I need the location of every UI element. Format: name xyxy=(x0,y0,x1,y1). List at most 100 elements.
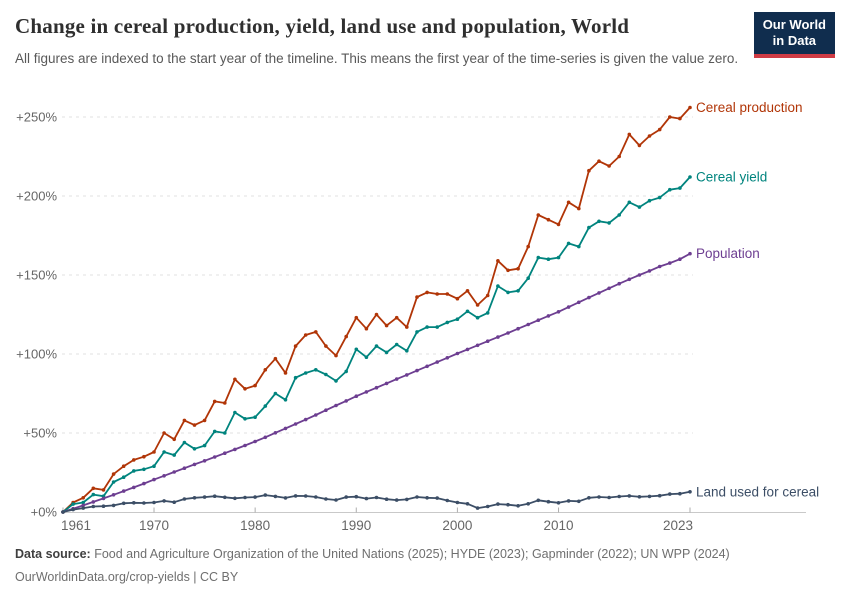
y-axis-tick-label: +50% xyxy=(23,426,57,441)
chart-header: Change in cereal production, yield, land… xyxy=(15,12,835,69)
series-point xyxy=(394,342,399,347)
series-point xyxy=(627,132,632,137)
series-point xyxy=(668,187,672,192)
series-point xyxy=(172,500,176,505)
series-point xyxy=(334,353,338,358)
series-point xyxy=(253,383,257,388)
series-point xyxy=(647,494,652,499)
series-point xyxy=(303,333,308,337)
y-axis-tick-label: +0% xyxy=(31,505,58,520)
series-point xyxy=(293,494,298,498)
series-point xyxy=(657,195,662,200)
series-point xyxy=(688,251,692,256)
series-point xyxy=(172,470,176,474)
series-point xyxy=(344,399,349,403)
series-point xyxy=(587,168,591,173)
series-point xyxy=(162,431,166,435)
series-point xyxy=(233,410,237,415)
x-axis-tick-label: 2023 xyxy=(663,518,693,533)
series-point xyxy=(132,469,136,473)
series-point xyxy=(526,244,530,249)
x-axis-tick-label: 2000 xyxy=(442,518,472,533)
series-point xyxy=(556,255,561,260)
series-point xyxy=(415,495,419,499)
series-point xyxy=(607,286,611,291)
series-point xyxy=(81,500,85,505)
series-point xyxy=(253,415,257,420)
owid-logo-line1: Our World xyxy=(762,17,826,32)
series-point xyxy=(334,498,338,502)
series-point xyxy=(516,504,520,508)
series-point xyxy=(182,497,187,501)
series-point xyxy=(182,440,187,445)
series-point xyxy=(152,500,156,505)
series-point xyxy=(607,495,611,500)
series-point xyxy=(81,496,85,500)
series-cereal-production: Cereal production xyxy=(61,100,803,514)
series-point xyxy=(526,502,530,506)
series-point xyxy=(223,431,227,435)
series-point xyxy=(283,398,288,402)
series-point xyxy=(253,495,257,499)
series-point xyxy=(283,426,288,431)
series-point xyxy=(101,488,106,492)
series-point xyxy=(303,371,308,375)
series-point xyxy=(101,504,106,509)
series-point xyxy=(303,494,308,498)
series-point xyxy=(91,486,96,491)
series-point xyxy=(637,205,642,209)
data-source-text: Food and Agriculture Organization of the… xyxy=(90,547,730,561)
series-point xyxy=(445,356,450,360)
series-point xyxy=(668,492,672,496)
series-point xyxy=(465,289,470,293)
series-point xyxy=(435,325,440,329)
series-point xyxy=(627,277,632,282)
series-point xyxy=(405,373,409,377)
chart-footer: Data source: Food and Agriculture Organi… xyxy=(15,546,730,593)
series-point xyxy=(212,494,217,499)
series-point xyxy=(91,492,96,497)
series-point xyxy=(142,454,146,459)
series-point xyxy=(617,494,621,499)
series-point xyxy=(243,387,247,391)
series-point xyxy=(202,495,207,499)
series-line-land-used-for-cereal xyxy=(62,490,691,513)
series-point xyxy=(374,312,379,317)
series-point xyxy=(384,381,389,386)
series-point xyxy=(668,115,672,119)
series-point xyxy=(273,391,278,396)
series-point xyxy=(172,437,176,442)
series-point xyxy=(324,497,328,501)
series-point xyxy=(132,458,136,462)
series-point xyxy=(314,368,318,372)
series-point xyxy=(577,300,581,305)
series-point xyxy=(485,311,490,315)
series-point xyxy=(263,435,268,440)
series-point xyxy=(678,186,682,190)
series-point xyxy=(415,330,419,334)
series-point xyxy=(374,385,379,390)
series-point xyxy=(607,164,611,168)
series-line-population xyxy=(62,252,691,513)
series-point xyxy=(364,355,369,360)
series-point xyxy=(162,499,166,503)
series-point xyxy=(324,344,328,348)
series-point xyxy=(212,455,217,459)
series-point xyxy=(566,241,571,246)
series-point xyxy=(657,127,662,132)
license-line: OurWorldinData.org/crop-yields | CC BY xyxy=(15,570,239,585)
series-point xyxy=(344,334,349,339)
series-point xyxy=(546,314,551,318)
series-point xyxy=(465,502,470,506)
series-point xyxy=(566,200,571,205)
series-point xyxy=(121,501,126,506)
series-point xyxy=(506,290,510,295)
series-label-cereal-production: Cereal production xyxy=(696,100,803,115)
series-point xyxy=(202,459,207,463)
x-axis-tick-label: 2010 xyxy=(544,518,574,533)
series-point xyxy=(546,499,551,504)
series-point xyxy=(577,244,581,249)
series-point xyxy=(283,371,288,375)
series-point xyxy=(223,401,227,405)
